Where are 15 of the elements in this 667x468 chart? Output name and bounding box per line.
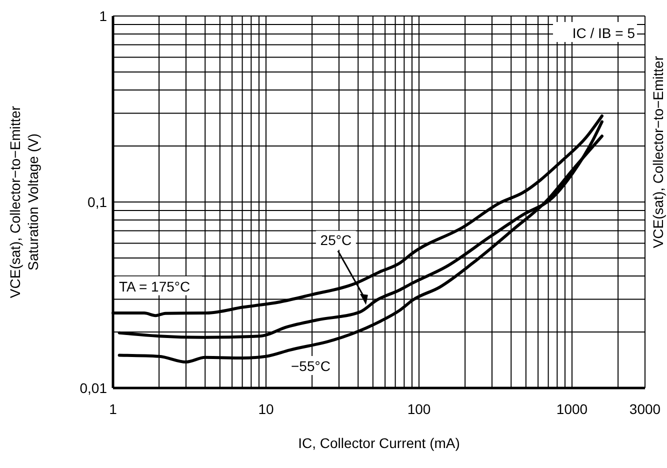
x-axis-title: IC, Collector Current (mA): [298, 435, 460, 451]
y-tick-label: 0,01: [80, 380, 108, 396]
annotation: IC / IB = 5: [572, 25, 636, 41]
x-tick-label: 100: [407, 401, 431, 417]
annotation: −55°C: [291, 358, 330, 374]
x-tick-label: 1000: [556, 401, 588, 417]
text: VCE(sat), Collector−to−Emitter: [650, 56, 666, 248]
x-tick-label: 3000: [629, 401, 661, 417]
annotation: TA = 175°C: [119, 278, 190, 294]
annotation: 25°C: [320, 232, 352, 248]
y-tick-label: 1: [99, 8, 108, 24]
x-tick-label: 10: [258, 401, 274, 417]
x-tick-label: 1: [109, 401, 118, 417]
y-axis-title: VCE(sat), Collector−to−Emitter Saturation Voltage (V): [7, 106, 41, 298]
y-tick-label: 0,1: [88, 194, 108, 210]
